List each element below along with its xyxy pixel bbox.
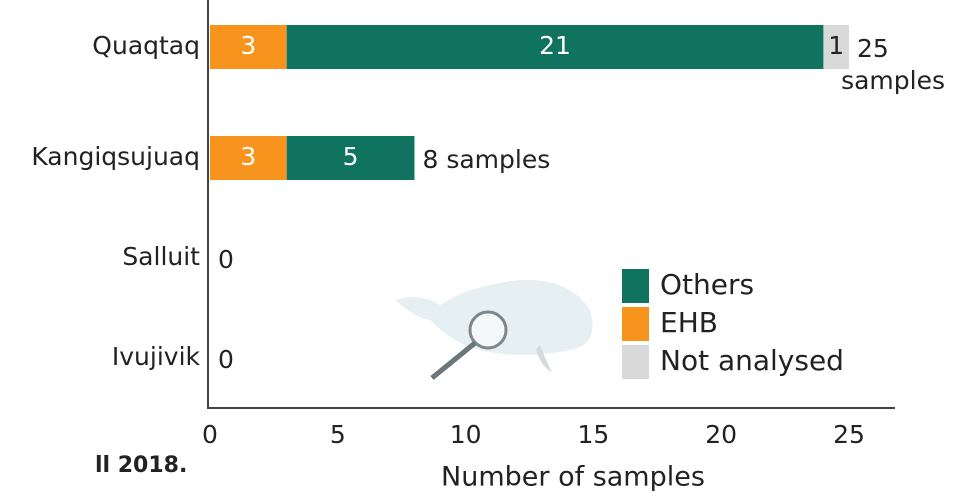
x-axis-label: Number of samples [441, 462, 705, 493]
total-label-line: samples [841, 66, 945, 95]
segment-label: 1 [828, 31, 844, 60]
chart: ll 2018. Number of samples 0510152025Qua… [0, 0, 959, 497]
legend-label: EHB [660, 306, 718, 339]
legend-label: Others [660, 268, 754, 301]
caption-fragment: ll 2018. [95, 453, 187, 478]
total-label: 0 [218, 345, 234, 374]
x-tick-label: 5 [330, 420, 346, 449]
segment-label: 3 [240, 142, 256, 171]
x-tick-label: 20 [705, 420, 737, 449]
category-label: Salluit [122, 242, 200, 271]
category-label: Kangiqsujuaq [31, 142, 200, 171]
category-label: Quaqtaq [92, 31, 200, 60]
total-label-line: 25 [857, 34, 889, 63]
segment-label: 3 [240, 31, 256, 60]
x-tick-label: 15 [577, 420, 609, 449]
legend-swatch [622, 307, 649, 341]
x-tick-label: 0 [202, 420, 218, 449]
segment-label: 21 [539, 31, 571, 60]
total-label: 0 [218, 245, 234, 274]
legend-label: Not analysed [660, 344, 844, 377]
total-label: 8 samples [422, 145, 550, 174]
legend-swatch [622, 269, 649, 303]
category-label: Ivujivik [112, 342, 201, 371]
legend-swatch [622, 345, 649, 379]
whale-illustration [395, 280, 593, 378]
x-tick-label: 25 [833, 420, 865, 449]
x-tick-label: 10 [450, 420, 482, 449]
total-label: 25 samples [841, 34, 945, 95]
segment-label: 5 [343, 142, 359, 171]
